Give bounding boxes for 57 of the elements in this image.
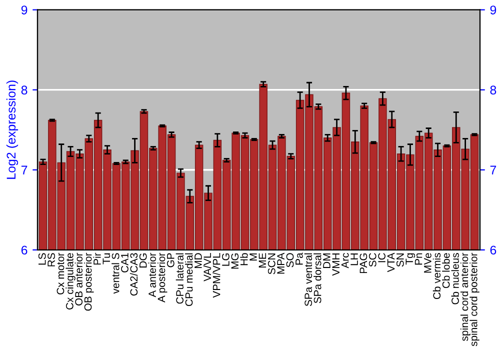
y-tick-label: 8 <box>21 86 28 94</box>
x-tick-label: Hb <box>240 253 248 266</box>
x-tick-label: M <box>250 254 257 260</box>
x-tick-label: A anterior <box>148 252 156 298</box>
x-tick-label: Cx motor <box>56 252 64 294</box>
x-tick-label: DM <box>323 254 330 268</box>
x-tick-label: Cx cingulate <box>66 253 76 310</box>
x-tick-label: Arc <box>341 252 349 268</box>
x-tick-label: spinal cord posterior <box>470 252 480 346</box>
x-tick-label: SCN <box>268 254 276 274</box>
x-tick-label: Tg <box>406 253 416 265</box>
x-tick-label: ventral S <box>112 253 120 294</box>
x-tick-label: PAG <box>360 253 368 274</box>
x-tick-label: Pa <box>296 252 303 265</box>
x-tick-label: SC <box>368 253 376 267</box>
x-tick-label: spinal cord anterior <box>460 252 470 341</box>
x-tick-label: Tu <box>102 253 110 264</box>
x-tick-label: MG <box>231 253 239 269</box>
x-tick-label: LH <box>350 254 358 266</box>
x-tick-label: Pir <box>93 252 101 265</box>
y-axis-title: Log2 (expression) <box>6 80 18 179</box>
x-tick-label: ME <box>258 253 266 268</box>
x-tick-label: CPu medial <box>185 253 193 306</box>
x-tick-label: LS <box>38 253 46 265</box>
x-tick-label: VPM/VPL <box>212 253 220 298</box>
x-tick-label: MPA <box>277 252 284 274</box>
x-tick-label: IC <box>378 253 386 262</box>
x-tick-label: A posterior <box>158 252 168 302</box>
x-tick-label: SPa dorsal <box>314 253 322 304</box>
x-tick-label: DG <box>139 253 147 268</box>
x-tick-label: CA1 <box>121 253 128 272</box>
x-tick-label: SPa ventral <box>304 253 312 306</box>
y-tick-label: 6 <box>21 246 28 255</box>
x-tick-label: Cb nucleus <box>451 253 459 304</box>
x-tick-label: VTA <box>387 252 395 272</box>
x-tick-label: CA2/CA3 <box>130 253 138 296</box>
x-tick-label: SO <box>286 253 294 268</box>
y2-tick-label: 7 <box>490 166 496 174</box>
x-tick-label: VA/VL <box>203 253 212 282</box>
y2-tick-label: 9 <box>490 6 496 14</box>
x-tick-label: Pn <box>414 253 422 265</box>
x-tick-label: SN <box>396 254 404 267</box>
x-tick-label: VMH <box>332 254 340 276</box>
x-tick-label: LG <box>222 253 230 266</box>
y-tick-label: 9 <box>21 6 28 14</box>
x-tick-label: MD <box>194 253 202 268</box>
x-tick-label: OB anterior <box>74 252 83 306</box>
x-tick-label: Cb lobe <box>442 253 450 288</box>
y2-tick-label: 6 <box>490 246 496 255</box>
y2-tick-label: 8 <box>490 86 496 94</box>
y-tick-label: 7 <box>21 166 28 174</box>
x-tick-label: GP <box>166 253 174 268</box>
x-tick-label: RS <box>48 253 55 266</box>
x-tick-label: Cb vermis <box>432 253 441 300</box>
x-tick-label: CPu lateral <box>176 253 184 304</box>
x-tick-label: OB posterior <box>84 252 94 311</box>
x-tick-label: MVe <box>424 253 432 273</box>
